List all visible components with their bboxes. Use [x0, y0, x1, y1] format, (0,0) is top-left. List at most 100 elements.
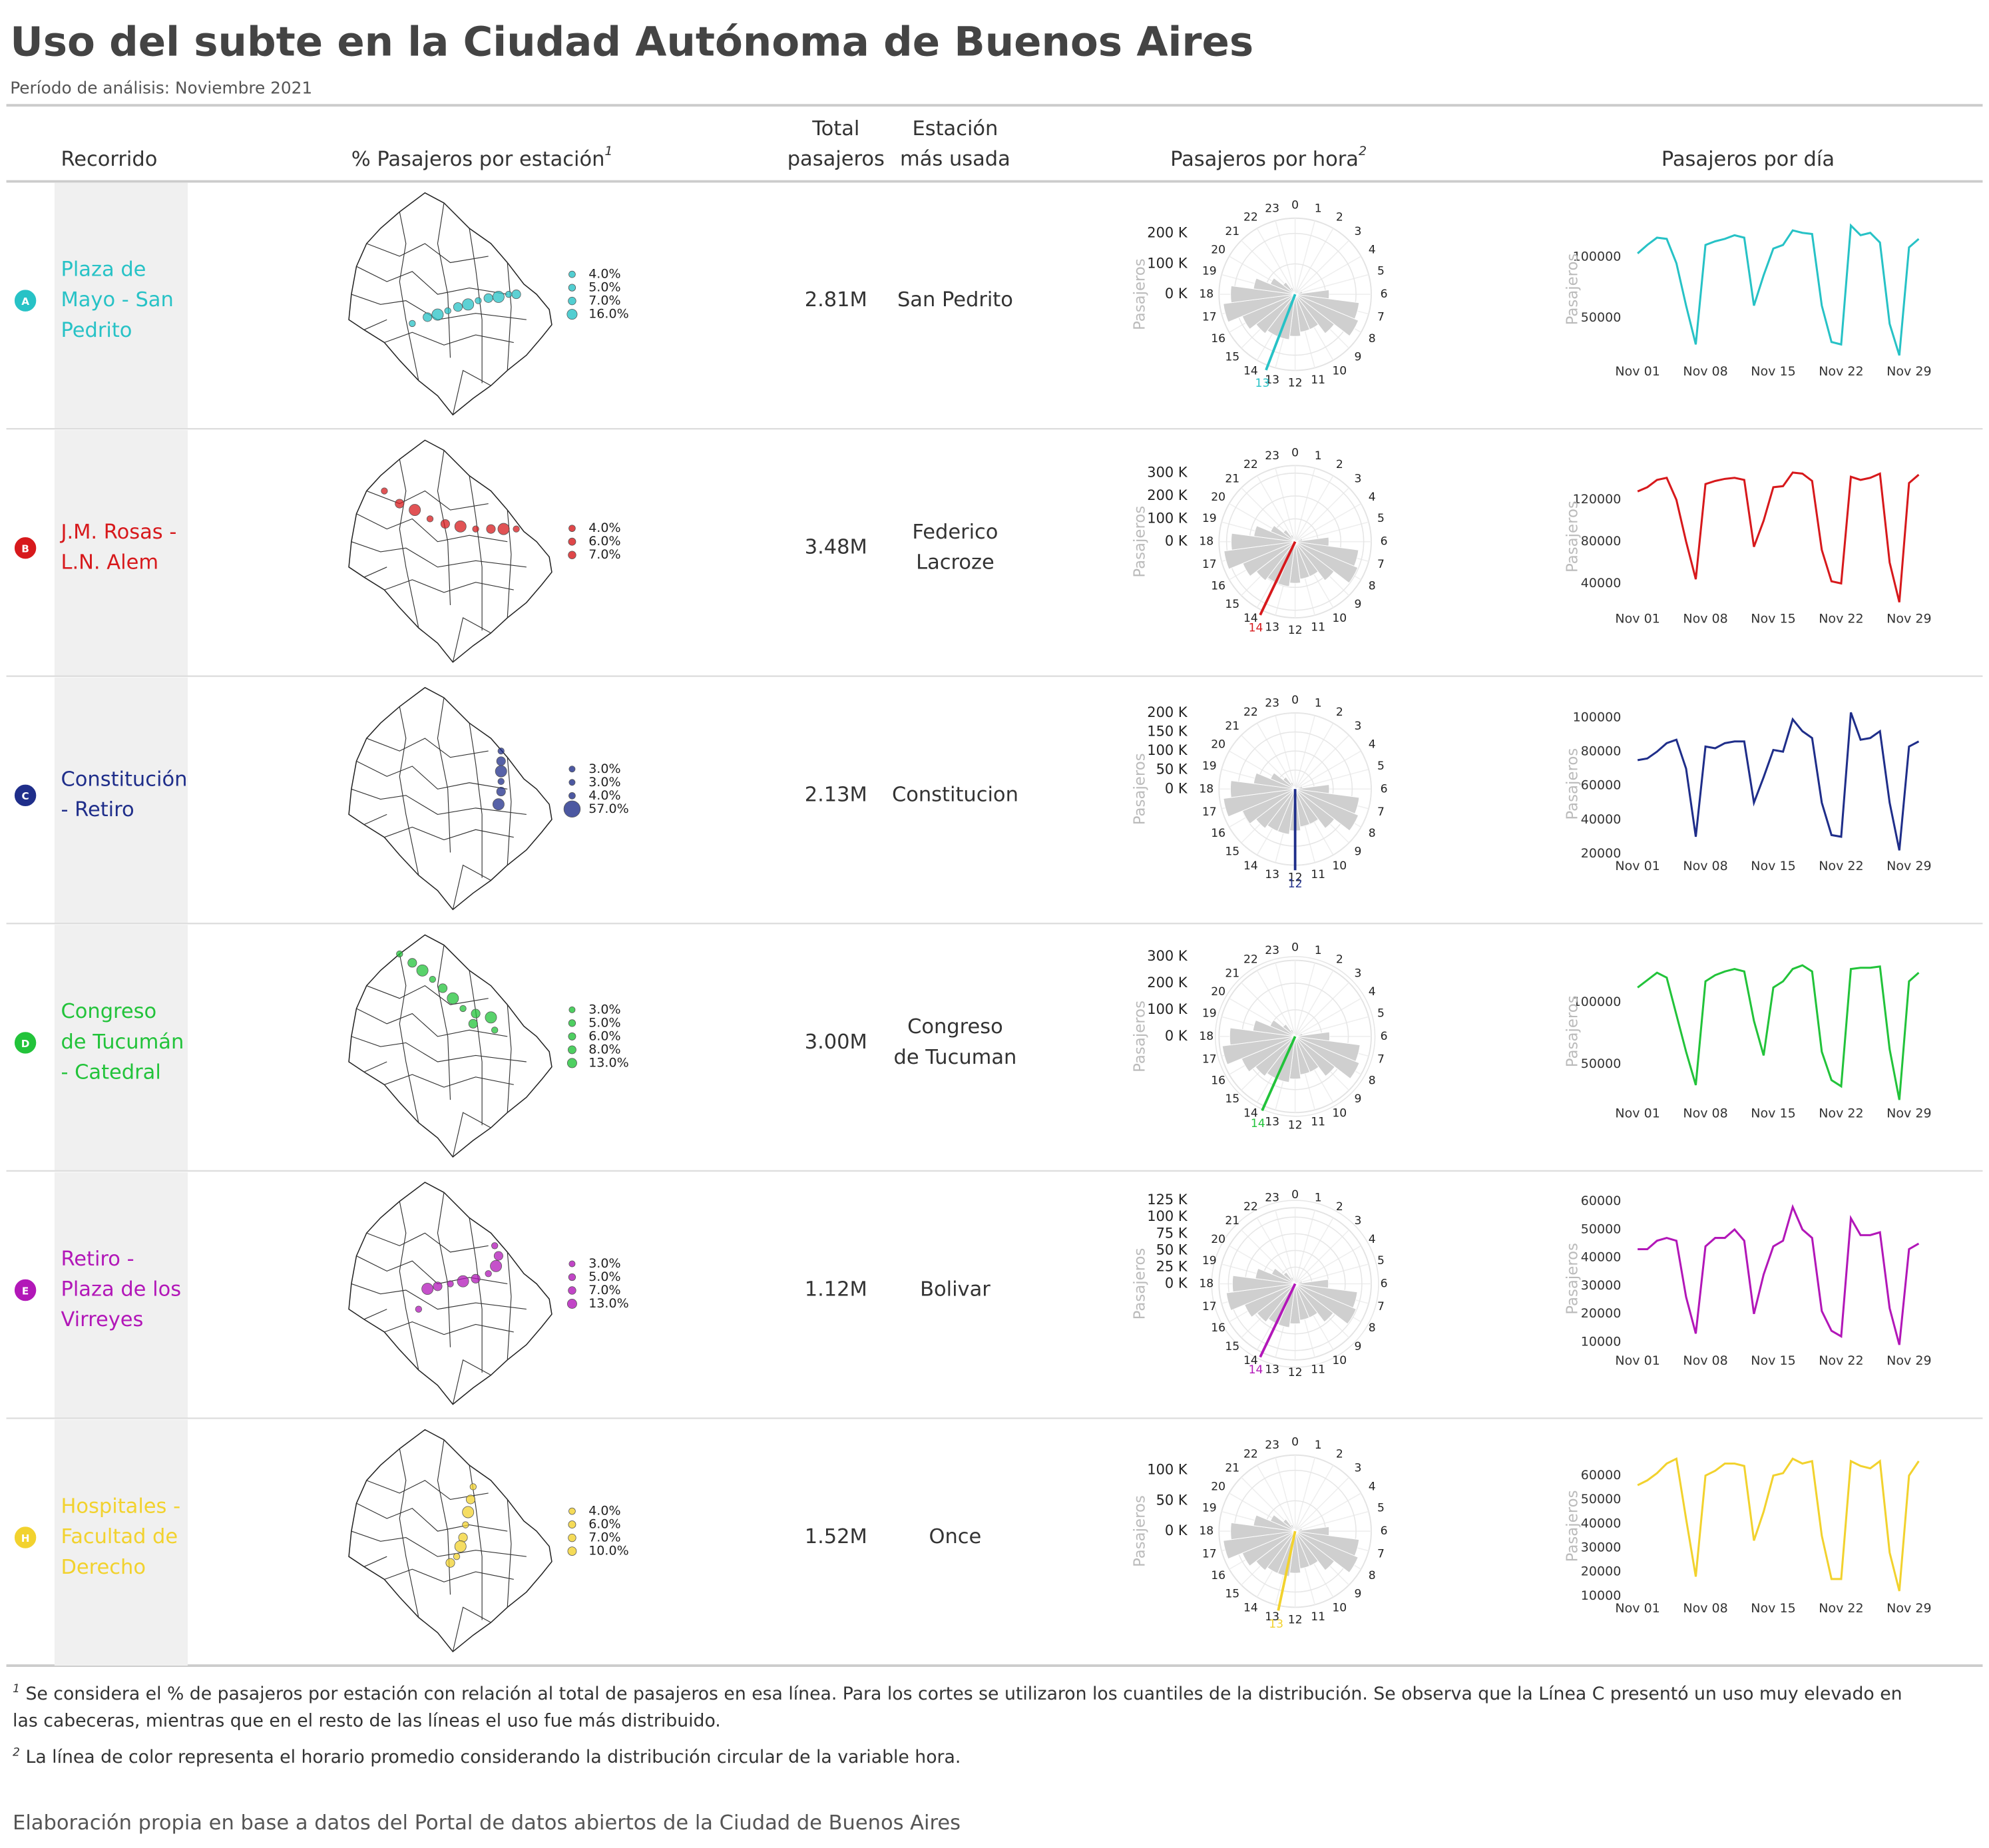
hour-label: 1 — [1315, 1192, 1322, 1205]
row-band — [54, 925, 188, 1171]
hour-label: 1 — [1315, 202, 1322, 215]
daily-axis-title: Pasajeros — [1564, 995, 1581, 1067]
station-dot — [433, 1281, 443, 1291]
mean-hour-label: 13 — [1269, 1618, 1283, 1631]
y-tick-label: 120000 — [1573, 492, 1622, 507]
top-station: Once — [929, 1525, 982, 1548]
route-name: Plaza de — [61, 258, 146, 281]
radial-tick-label: 0 K — [1165, 1275, 1188, 1291]
hour-label: 20 — [1211, 738, 1225, 752]
station-dot — [495, 765, 507, 778]
x-tick-label: Nov 01 — [1615, 611, 1659, 626]
y-tick-label: 50000 — [1581, 1222, 1622, 1236]
hour-label: 0 — [1291, 941, 1299, 954]
hour-bar — [1293, 1281, 1296, 1284]
line-badge — [13, 1031, 38, 1055]
hour-label: 22 — [1243, 458, 1258, 471]
route-name: Hospitales - — [61, 1495, 180, 1518]
hour-label: 20 — [1211, 985, 1225, 999]
hour-label: 11 — [1311, 621, 1325, 634]
x-tick-label: Nov 08 — [1683, 611, 1727, 626]
map — [348, 687, 552, 911]
polar-spoke — [1256, 475, 1296, 543]
top-station: de Tucuman — [894, 1046, 1017, 1069]
y-tick-label: 60000 — [1581, 778, 1622, 793]
polar-spoke — [1294, 1210, 1315, 1284]
x-tick-label: Nov 08 — [1683, 859, 1727, 873]
legend-label: 6.0% — [588, 534, 620, 549]
hour-label: 9 — [1354, 350, 1361, 363]
route-name: Pedrito — [61, 319, 132, 342]
radial-tick-label: 25 K — [1156, 1258, 1188, 1274]
footnote-text: La línea de color representa el horario … — [25, 1747, 961, 1768]
hour-label: 8 — [1369, 1074, 1376, 1088]
hour-bar — [1269, 1514, 1295, 1532]
polar-spoke — [1295, 1016, 1369, 1037]
y-tick-label: 40000 — [1581, 812, 1622, 827]
x-tick-label: Nov 29 — [1886, 1601, 1931, 1616]
hour-bar — [1231, 533, 1295, 551]
map-outline — [348, 192, 552, 415]
radial-tick-label: 50 K — [1156, 1242, 1188, 1258]
legend-dot — [568, 766, 576, 773]
hour-label: 8 — [1369, 332, 1376, 346]
footnote-mark: 2 — [13, 1747, 20, 1760]
hour-bar — [1223, 788, 1295, 817]
hour-label: 16 — [1211, 827, 1225, 840]
hour-label: 3 — [1354, 1462, 1361, 1475]
hour-label: 2 — [1336, 953, 1343, 966]
y-tick-label: 80000 — [1581, 534, 1622, 549]
hour-label: 5 — [1377, 265, 1385, 278]
polar-spoke — [1295, 982, 1350, 1037]
hour-label: 6 — [1381, 1524, 1388, 1538]
column-header: Total — [811, 117, 859, 140]
hour-label: 4 — [1369, 243, 1376, 256]
hour-label: 17 — [1202, 1300, 1217, 1313]
station-dot — [493, 1251, 503, 1261]
x-tick-label: Nov 08 — [1683, 364, 1727, 379]
top-station: Lacroze — [916, 551, 994, 575]
hour-label: 14 — [1243, 612, 1258, 625]
station-dot — [453, 302, 463, 312]
hour-bar — [1269, 277, 1295, 295]
hour-label: 10 — [1332, 1106, 1347, 1120]
legend-label: 5.0% — [588, 1015, 620, 1030]
hour-label: 13 — [1265, 868, 1279, 881]
hour-label: 22 — [1243, 953, 1258, 966]
station-dot — [490, 1260, 503, 1272]
radial-axis-title: Pasajeros — [1132, 1001, 1149, 1072]
radial-tick-label: 200 K — [1147, 975, 1188, 991]
radial-tick-label: 100 K — [1147, 1001, 1188, 1017]
hour-bar — [1230, 1522, 1295, 1540]
radial-tick-label: 100 K — [1147, 255, 1188, 271]
polar-spoke — [1295, 1477, 1350, 1532]
hour-label: 12 — [1288, 871, 1303, 885]
station-dot — [409, 320, 416, 328]
legend-dot — [568, 284, 576, 292]
hour-label: 2 — [1336, 458, 1343, 471]
column-header-note: 1 — [604, 143, 612, 158]
line-letter: H — [21, 1532, 30, 1544]
station-dot — [497, 778, 505, 786]
hour-label: 7 — [1377, 558, 1385, 571]
line-badge — [13, 1277, 38, 1303]
hour-label: 13 — [1265, 373, 1279, 387]
hour-label: 11 — [1311, 1116, 1325, 1129]
hour-label: 14 — [1243, 859, 1258, 873]
hour-label: 8 — [1369, 1569, 1376, 1582]
y-tick-label: 30000 — [1581, 1540, 1622, 1554]
hour-bar — [1293, 539, 1296, 542]
station-dot — [407, 958, 417, 968]
hour-label: 0 — [1291, 199, 1299, 212]
station-dot — [438, 983, 448, 993]
daily-line — [1637, 1457, 1920, 1592]
x-tick-label: Nov 15 — [1751, 1601, 1795, 1616]
x-tick-label: Nov 22 — [1819, 1601, 1863, 1616]
route-name: de Tucumán — [61, 1031, 184, 1054]
hour-label: 22 — [1243, 1200, 1258, 1214]
hour-bar — [1295, 541, 1335, 581]
station-dot — [421, 1283, 434, 1295]
hour-label: 16 — [1211, 579, 1225, 592]
station-dot — [462, 1506, 475, 1518]
station-dot — [483, 293, 493, 303]
